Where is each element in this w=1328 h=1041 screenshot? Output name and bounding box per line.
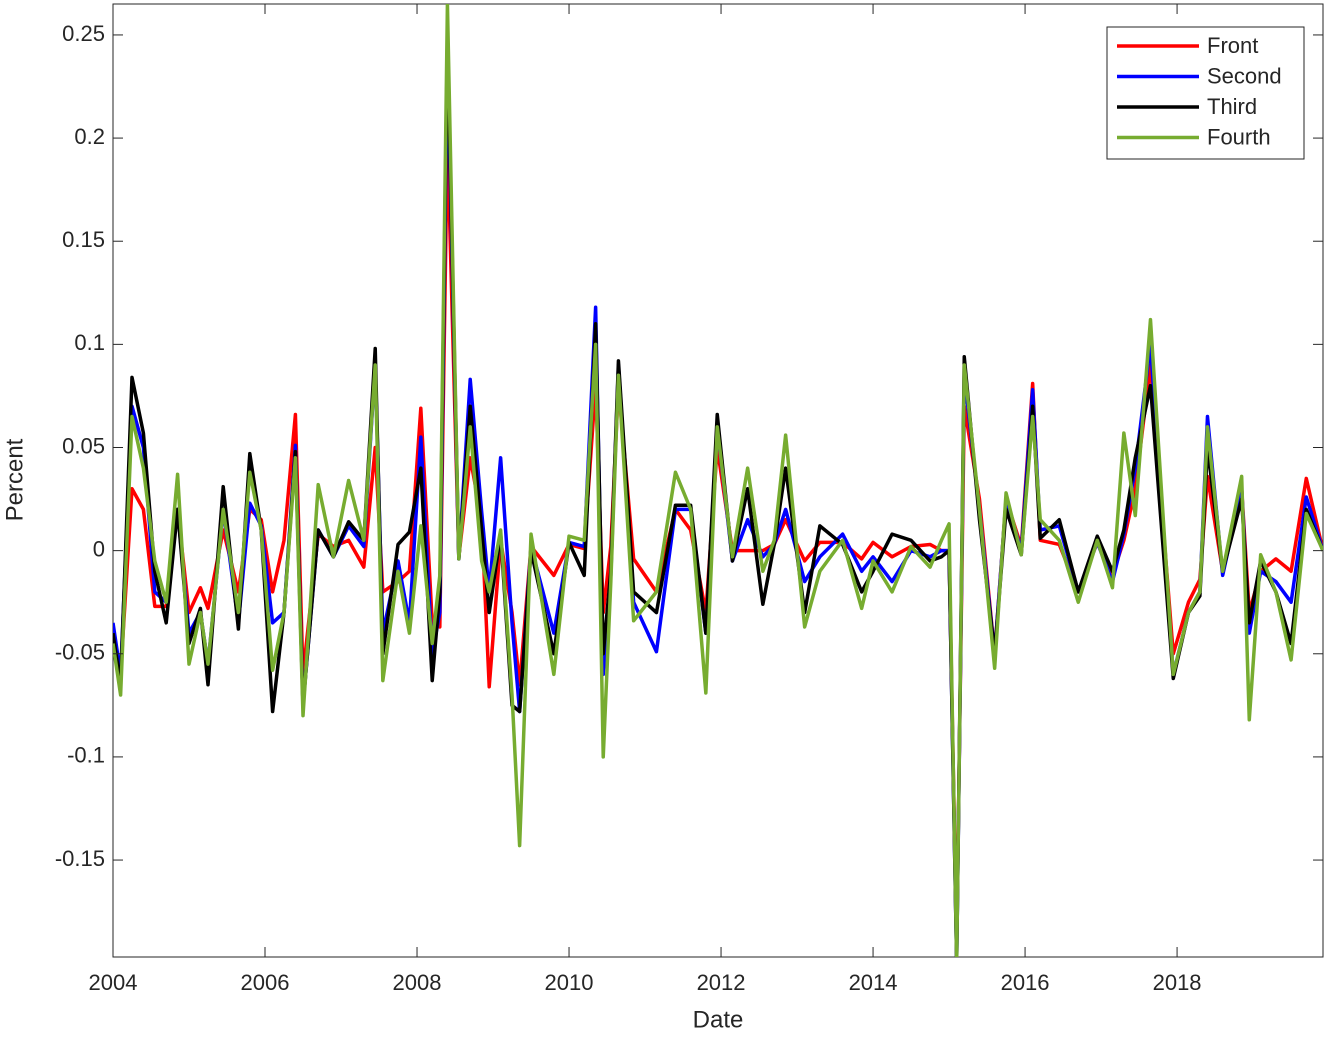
legend: Front Second Third Fourth bbox=[1106, 26, 1305, 160]
x-tick-label: 2014 bbox=[849, 970, 898, 995]
y-tick-label: 0.2 bbox=[74, 124, 105, 149]
legend-label: Third bbox=[1207, 94, 1257, 119]
series-line bbox=[113, 4, 1323, 957]
lines bbox=[113, 4, 1323, 957]
x-tick-label: 2018 bbox=[1153, 970, 1202, 995]
y-axis-label: Percent bbox=[1, 438, 28, 521]
x-axis-label: Date bbox=[693, 1006, 744, 1033]
y-tick-label: 0 bbox=[93, 536, 105, 561]
y-tick-label: -0.15 bbox=[55, 846, 105, 871]
x-tick-label: 2006 bbox=[241, 970, 290, 995]
legend-label: Second bbox=[1207, 63, 1282, 88]
x-tick-label: 2016 bbox=[1001, 970, 1050, 995]
y-tick-label: 0.1 bbox=[74, 330, 105, 355]
x-tick-label: 2012 bbox=[697, 970, 746, 995]
y-tick-label: 0.15 bbox=[62, 227, 105, 252]
legend-label: Front bbox=[1207, 33, 1258, 58]
y-tick-label: 0.25 bbox=[62, 21, 105, 46]
legend-label: Fourth bbox=[1207, 124, 1271, 149]
y-tick-label: -0.05 bbox=[55, 640, 105, 665]
x-tick-label: 2008 bbox=[393, 970, 442, 995]
y-tick-label: 0.05 bbox=[62, 433, 105, 458]
x-tick-label: 2004 bbox=[89, 970, 138, 995]
y-tick-label: -0.1 bbox=[67, 743, 105, 768]
x-tick-label: 2010 bbox=[545, 970, 594, 995]
